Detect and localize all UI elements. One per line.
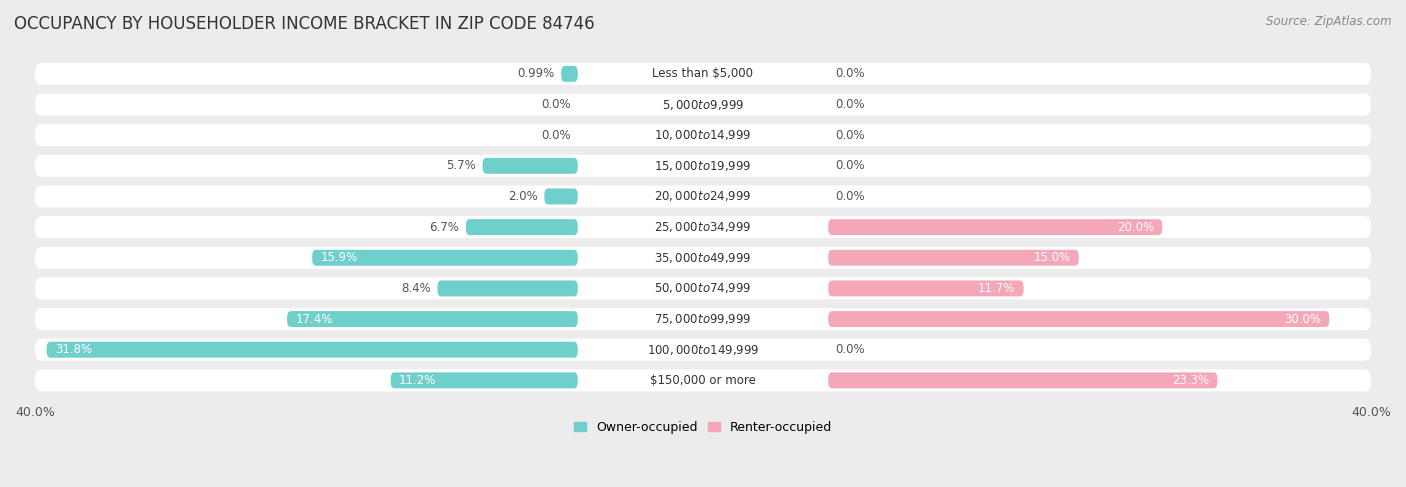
Text: $100,000 to $149,999: $100,000 to $149,999: [647, 343, 759, 356]
Text: $10,000 to $14,999: $10,000 to $14,999: [654, 128, 752, 142]
Legend: Owner-occupied, Renter-occupied: Owner-occupied, Renter-occupied: [568, 416, 838, 439]
FancyBboxPatch shape: [437, 281, 578, 297]
Text: 0.0%: 0.0%: [835, 159, 865, 172]
FancyBboxPatch shape: [828, 219, 1163, 235]
FancyBboxPatch shape: [287, 311, 578, 327]
Text: Source: ZipAtlas.com: Source: ZipAtlas.com: [1267, 15, 1392, 28]
Text: 5.7%: 5.7%: [446, 159, 475, 172]
Text: $20,000 to $24,999: $20,000 to $24,999: [654, 189, 752, 204]
Text: 17.4%: 17.4%: [295, 313, 333, 326]
FancyBboxPatch shape: [35, 186, 1371, 207]
FancyBboxPatch shape: [828, 311, 1329, 327]
FancyBboxPatch shape: [35, 247, 1371, 269]
FancyBboxPatch shape: [35, 124, 1371, 146]
Text: 0.0%: 0.0%: [835, 190, 865, 203]
Text: 23.3%: 23.3%: [1173, 374, 1209, 387]
FancyBboxPatch shape: [35, 278, 1371, 300]
FancyBboxPatch shape: [391, 373, 578, 388]
Text: $50,000 to $74,999: $50,000 to $74,999: [654, 281, 752, 296]
Text: 0.0%: 0.0%: [835, 129, 865, 142]
FancyBboxPatch shape: [312, 250, 578, 266]
Text: 6.7%: 6.7%: [429, 221, 460, 234]
FancyBboxPatch shape: [35, 308, 1371, 330]
Text: 11.7%: 11.7%: [979, 282, 1015, 295]
FancyBboxPatch shape: [35, 63, 1371, 85]
Text: $150,000 or more: $150,000 or more: [650, 374, 756, 387]
Text: 0.0%: 0.0%: [541, 98, 571, 111]
Text: 0.99%: 0.99%: [517, 67, 554, 80]
Text: $15,000 to $19,999: $15,000 to $19,999: [654, 159, 752, 173]
Text: $35,000 to $49,999: $35,000 to $49,999: [654, 251, 752, 265]
Text: 0.0%: 0.0%: [541, 129, 571, 142]
FancyBboxPatch shape: [35, 155, 1371, 177]
Text: OCCUPANCY BY HOUSEHOLDER INCOME BRACKET IN ZIP CODE 84746: OCCUPANCY BY HOUSEHOLDER INCOME BRACKET …: [14, 15, 595, 33]
FancyBboxPatch shape: [465, 219, 578, 235]
Text: 20.0%: 20.0%: [1116, 221, 1154, 234]
Text: Less than $5,000: Less than $5,000: [652, 67, 754, 80]
FancyBboxPatch shape: [828, 373, 1218, 388]
FancyBboxPatch shape: [828, 250, 1078, 266]
FancyBboxPatch shape: [35, 338, 1371, 361]
Text: 0.0%: 0.0%: [835, 67, 865, 80]
FancyBboxPatch shape: [46, 342, 578, 357]
Text: 8.4%: 8.4%: [401, 282, 430, 295]
FancyBboxPatch shape: [482, 158, 578, 174]
Text: 15.0%: 15.0%: [1033, 251, 1070, 264]
Text: 31.8%: 31.8%: [55, 343, 93, 356]
Text: 0.0%: 0.0%: [835, 343, 865, 356]
Text: $25,000 to $34,999: $25,000 to $34,999: [654, 220, 752, 234]
Text: 15.9%: 15.9%: [321, 251, 357, 264]
FancyBboxPatch shape: [35, 94, 1371, 115]
Text: 11.2%: 11.2%: [399, 374, 436, 387]
FancyBboxPatch shape: [544, 188, 578, 205]
Text: 0.0%: 0.0%: [835, 98, 865, 111]
FancyBboxPatch shape: [561, 66, 578, 82]
Text: 30.0%: 30.0%: [1284, 313, 1322, 326]
Text: 2.0%: 2.0%: [508, 190, 537, 203]
Text: $5,000 to $9,999: $5,000 to $9,999: [662, 97, 744, 112]
FancyBboxPatch shape: [35, 216, 1371, 238]
Text: $75,000 to $99,999: $75,000 to $99,999: [654, 312, 752, 326]
FancyBboxPatch shape: [35, 369, 1371, 392]
FancyBboxPatch shape: [828, 281, 1024, 297]
